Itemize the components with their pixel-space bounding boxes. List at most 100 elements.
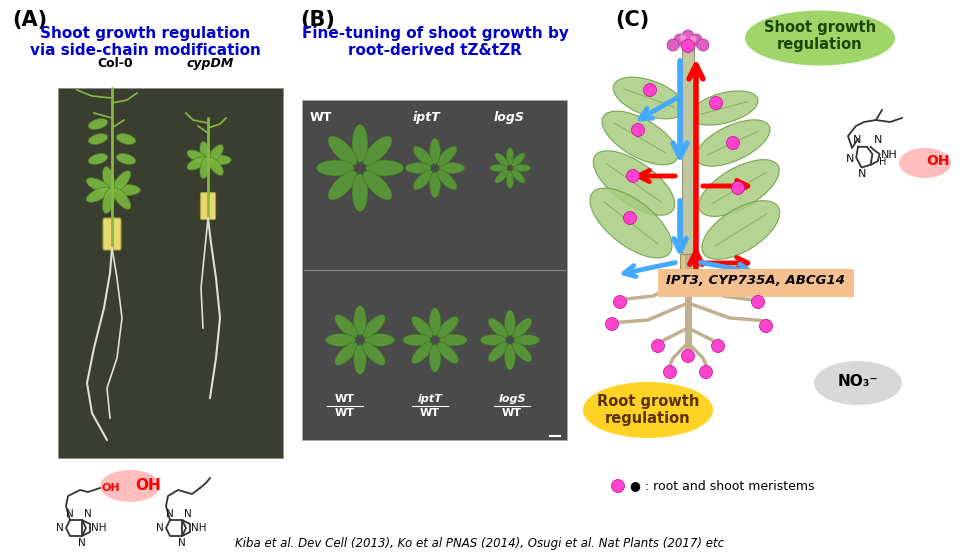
Text: cypDM: cypDM <box>186 57 233 70</box>
FancyBboxPatch shape <box>682 48 694 258</box>
Ellipse shape <box>112 188 131 209</box>
Ellipse shape <box>353 344 367 374</box>
Circle shape <box>682 30 694 42</box>
Text: N: N <box>78 538 85 548</box>
Text: WT: WT <box>502 408 522 418</box>
Text: WT: WT <box>420 408 440 418</box>
Text: iptT: iptT <box>413 111 441 124</box>
Ellipse shape <box>505 344 516 370</box>
Circle shape <box>682 349 694 363</box>
Text: N: N <box>852 136 861 146</box>
Ellipse shape <box>439 334 468 346</box>
Ellipse shape <box>429 344 441 372</box>
Text: iptT: iptT <box>418 394 443 404</box>
Ellipse shape <box>488 318 508 338</box>
FancyBboxPatch shape <box>302 100 567 440</box>
Ellipse shape <box>86 177 110 193</box>
Text: ● : root and shoot meristems: ● : root and shoot meristems <box>630 479 814 493</box>
Text: N: N <box>179 538 186 548</box>
Ellipse shape <box>103 188 114 214</box>
Text: OH: OH <box>135 479 161 493</box>
Text: (A): (A) <box>12 10 47 30</box>
Circle shape <box>613 296 627 309</box>
Text: N: N <box>184 509 192 519</box>
Text: H: H <box>878 157 886 167</box>
Ellipse shape <box>506 171 514 189</box>
Ellipse shape <box>328 136 357 165</box>
Circle shape <box>709 97 723 109</box>
Ellipse shape <box>352 124 368 162</box>
Ellipse shape <box>602 111 678 165</box>
Text: N: N <box>66 509 74 519</box>
Circle shape <box>667 39 679 51</box>
Ellipse shape <box>690 91 758 125</box>
Circle shape <box>727 137 739 150</box>
Ellipse shape <box>209 155 231 165</box>
FancyBboxPatch shape <box>680 254 696 270</box>
Ellipse shape <box>187 150 207 163</box>
Ellipse shape <box>412 342 433 364</box>
Text: N: N <box>156 523 164 533</box>
Circle shape <box>752 296 764 309</box>
Circle shape <box>674 34 686 46</box>
Ellipse shape <box>480 335 506 345</box>
Text: Fine-tuning of shoot growth by
root-derived tZ&tZR: Fine-tuning of shoot growth by root-deri… <box>301 26 568 59</box>
FancyBboxPatch shape <box>201 193 215 219</box>
Circle shape <box>643 84 657 97</box>
Circle shape <box>759 320 773 333</box>
Ellipse shape <box>696 120 770 166</box>
Ellipse shape <box>702 201 780 259</box>
Ellipse shape <box>366 160 404 176</box>
Ellipse shape <box>512 342 532 362</box>
Circle shape <box>652 339 664 353</box>
Circle shape <box>623 211 636 224</box>
Text: logS: logS <box>498 394 526 404</box>
Ellipse shape <box>613 77 684 119</box>
Ellipse shape <box>437 170 457 190</box>
Ellipse shape <box>506 147 514 165</box>
Ellipse shape <box>429 172 441 198</box>
Ellipse shape <box>363 171 392 200</box>
Ellipse shape <box>439 162 465 174</box>
Text: (B): (B) <box>300 10 335 30</box>
Ellipse shape <box>207 145 224 163</box>
Text: (C): (C) <box>615 10 649 30</box>
Ellipse shape <box>429 308 441 336</box>
Ellipse shape <box>512 153 525 167</box>
Ellipse shape <box>490 164 507 172</box>
Circle shape <box>697 39 709 51</box>
Ellipse shape <box>512 318 532 338</box>
Ellipse shape <box>335 315 358 338</box>
Text: N: N <box>846 153 854 163</box>
Ellipse shape <box>437 146 457 166</box>
Ellipse shape <box>403 334 431 346</box>
Ellipse shape <box>899 148 951 178</box>
Circle shape <box>606 318 618 330</box>
Text: N: N <box>57 523 64 533</box>
Ellipse shape <box>316 160 354 176</box>
Text: Shoot growth regulation
via side-chain modification: Shoot growth regulation via side-chain m… <box>30 26 260 59</box>
Text: IPT3, CYP735A, ABCG14: IPT3, CYP735A, ABCG14 <box>666 275 846 287</box>
Ellipse shape <box>514 335 540 345</box>
Ellipse shape <box>187 157 207 170</box>
Circle shape <box>632 123 644 137</box>
Text: N: N <box>858 169 867 179</box>
Circle shape <box>679 34 687 42</box>
Text: Root growth
regulation: Root growth regulation <box>597 394 699 426</box>
Ellipse shape <box>512 170 525 183</box>
Ellipse shape <box>365 334 395 347</box>
Text: logS: logS <box>494 111 525 124</box>
Ellipse shape <box>353 305 367 335</box>
Circle shape <box>627 170 639 182</box>
Ellipse shape <box>745 11 895 65</box>
Ellipse shape <box>362 315 385 338</box>
FancyBboxPatch shape <box>103 218 121 250</box>
Ellipse shape <box>88 153 108 165</box>
Ellipse shape <box>494 153 509 167</box>
Text: N: N <box>875 136 882 146</box>
Text: WT: WT <box>335 394 355 404</box>
Ellipse shape <box>352 174 368 211</box>
Circle shape <box>612 479 625 493</box>
Ellipse shape <box>116 133 135 145</box>
Ellipse shape <box>437 342 459 364</box>
